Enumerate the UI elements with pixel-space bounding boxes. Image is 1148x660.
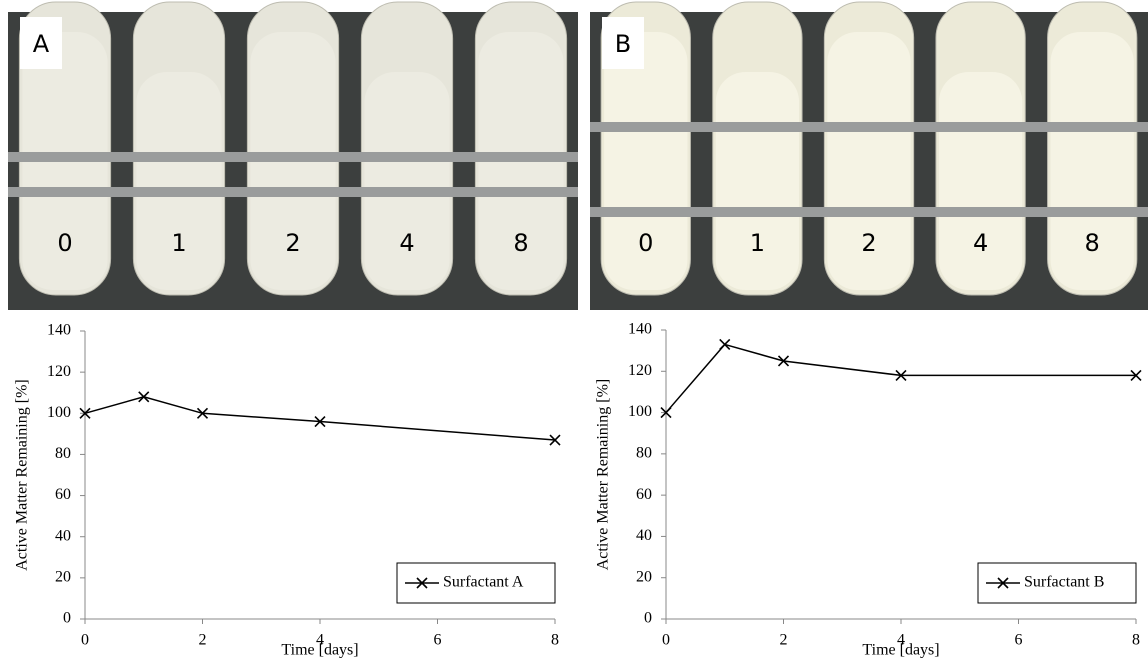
tube-label: 2 xyxy=(285,229,300,257)
x-tick-label: 0 xyxy=(81,632,89,649)
x-tick-label: 6 xyxy=(434,632,442,649)
x-tick-label: 2 xyxy=(199,632,207,649)
marker xyxy=(138,391,150,403)
y-tick-label: 100 xyxy=(628,403,652,420)
tube-liquid xyxy=(604,32,688,290)
tube-liquid xyxy=(136,72,222,290)
rack-bar xyxy=(8,152,578,162)
legend-marker xyxy=(997,577,1009,589)
y-tick-label: 60 xyxy=(636,486,652,503)
y-tick-label: 20 xyxy=(55,569,71,586)
tube-label: 1 xyxy=(750,229,765,257)
y-tick-label: 20 xyxy=(636,568,652,585)
panel-label: A xyxy=(33,30,50,58)
tube-label: 4 xyxy=(973,229,988,257)
y-tick-label: 0 xyxy=(644,610,652,627)
y-tick-label: 0 xyxy=(63,610,71,627)
x-tick-label: 4 xyxy=(897,632,905,649)
x-tick-label: 2 xyxy=(780,632,788,649)
y-axis-title: Active Matter Remaining [%] xyxy=(14,379,31,571)
y-axis-title: Active Matter Remaining [%] xyxy=(595,379,612,571)
marker xyxy=(895,369,907,381)
panel-label-box xyxy=(602,17,644,69)
y-tick-label: 120 xyxy=(628,362,652,379)
tube-liquid xyxy=(938,72,1023,290)
y-tick-label: 40 xyxy=(55,527,71,544)
rack-bar xyxy=(590,207,1148,217)
y-tick-label: 120 xyxy=(47,363,71,380)
tube-label: 0 xyxy=(638,229,653,257)
tube-liquid xyxy=(827,32,911,290)
panel-label-box xyxy=(20,17,62,69)
tube-liquid xyxy=(715,72,800,290)
y-tick-label: 60 xyxy=(55,486,71,503)
marker xyxy=(1130,369,1142,381)
tube-liquid xyxy=(364,72,450,290)
line xyxy=(84,396,556,441)
panel-label: B xyxy=(615,30,631,58)
y-tick-label: 100 xyxy=(47,404,71,421)
legend-marker xyxy=(416,577,428,589)
tube-label: 1 xyxy=(171,229,186,257)
marker xyxy=(777,355,790,367)
tube-label: 2 xyxy=(861,229,876,257)
tube-label: 8 xyxy=(513,229,528,257)
x-axis-title: Time [days] xyxy=(281,642,358,659)
legend-label: Surfactant A xyxy=(443,574,524,591)
marker xyxy=(660,407,672,419)
marker xyxy=(314,415,326,428)
x-tick-label: 8 xyxy=(551,632,559,649)
rack-bar xyxy=(590,122,1148,132)
marker xyxy=(719,338,731,351)
line xyxy=(665,343,1136,414)
tube-liquid xyxy=(1050,32,1134,290)
rack-bar xyxy=(8,187,578,197)
y-tick-label: 140 xyxy=(628,321,652,338)
x-axis-title: Time [days] xyxy=(862,642,939,659)
x-tick-label: 0 xyxy=(662,632,670,649)
y-tick-label: 80 xyxy=(55,445,71,462)
legend-label: Surfactant B xyxy=(1024,574,1104,591)
y-tick-label: 40 xyxy=(636,527,652,544)
tube-label: 8 xyxy=(1085,229,1100,257)
marker xyxy=(549,434,561,446)
y-tick-label: 140 xyxy=(47,322,71,339)
y-tick-label: 80 xyxy=(636,445,652,462)
x-tick-label: 6 xyxy=(1015,632,1023,649)
marker xyxy=(196,407,209,419)
x-tick-label: 4 xyxy=(316,632,324,649)
marker xyxy=(79,407,91,419)
tube-label: 4 xyxy=(399,229,414,257)
tube-label: 0 xyxy=(57,229,72,257)
x-tick-label: 8 xyxy=(1132,632,1140,649)
